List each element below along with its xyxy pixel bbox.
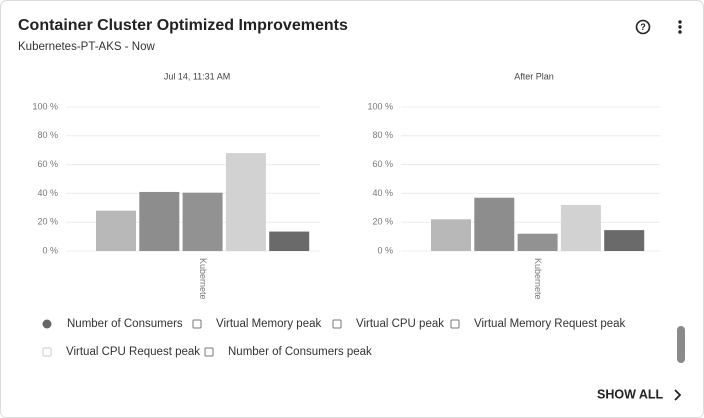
legend-label[interactable]: Virtual CPU Request peak bbox=[66, 346, 200, 358]
legend-label[interactable]: Number of Consumers peak bbox=[228, 346, 372, 358]
y-tick-label: 100 % bbox=[32, 101, 58, 111]
help-icon[interactable]: ? bbox=[635, 19, 651, 35]
legend-label[interactable]: Number of Consumers bbox=[67, 318, 183, 330]
bar bbox=[139, 191, 180, 251]
legend-marker[interactable] bbox=[42, 319, 52, 329]
y-tick-label: 80 % bbox=[37, 130, 58, 140]
chart-title: Jul 14, 11:31 AM bbox=[164, 71, 230, 81]
bar bbox=[182, 192, 223, 251]
bar bbox=[474, 197, 515, 251]
bar bbox=[604, 230, 645, 251]
chart-title: After Plan bbox=[514, 71, 554, 81]
legend-checkbox[interactable] bbox=[192, 319, 202, 329]
legend-label[interactable]: Virtual Memory Request peak bbox=[474, 318, 626, 330]
show-all[interactable]: SHOW ALL bbox=[597, 387, 664, 401]
legend-checkbox[interactable] bbox=[332, 319, 342, 329]
bar bbox=[517, 233, 558, 251]
y-tick-label: 80 % bbox=[372, 130, 393, 140]
bar bbox=[269, 231, 310, 251]
svg-text:?: ? bbox=[640, 22, 646, 32]
y-tick-label: 20 % bbox=[37, 217, 58, 227]
legend-checkbox[interactable] bbox=[42, 347, 52, 357]
bar bbox=[225, 153, 266, 251]
y-tick-label: 100 % bbox=[367, 101, 393, 111]
bar bbox=[560, 204, 601, 251]
y-tick-label: 40 % bbox=[372, 188, 393, 198]
y-tick-label: 40 % bbox=[37, 188, 58, 198]
y-tick-label: 0 % bbox=[42, 245, 58, 255]
card-subtitle: Kubernetes-PT-AKS - Now bbox=[18, 41, 155, 53]
legend-label[interactable]: Virtual CPU peak bbox=[356, 318, 444, 330]
legend-label[interactable]: Virtual Memory peak bbox=[216, 318, 321, 330]
legend-checkbox[interactable] bbox=[450, 319, 460, 329]
y-tick-label: 60 % bbox=[372, 159, 393, 169]
x-tick-label: Kubernete bbox=[533, 258, 543, 300]
card-title: Container Cluster Optimized Improvements bbox=[18, 17, 348, 34]
bar bbox=[431, 219, 471, 251]
legend-checkbox[interactable] bbox=[204, 347, 214, 357]
chevron[interactable] bbox=[674, 389, 682, 401]
y-tick-label: 0 % bbox=[377, 245, 393, 255]
scrollbar[interactable] bbox=[677, 326, 685, 363]
bar bbox=[96, 210, 136, 251]
y-tick-label: 20 % bbox=[372, 217, 393, 227]
x-tick-label: Kubernete bbox=[198, 258, 208, 300]
y-tick-label: 60 % bbox=[37, 159, 58, 169]
menu-icon[interactable] bbox=[678, 20, 682, 34]
